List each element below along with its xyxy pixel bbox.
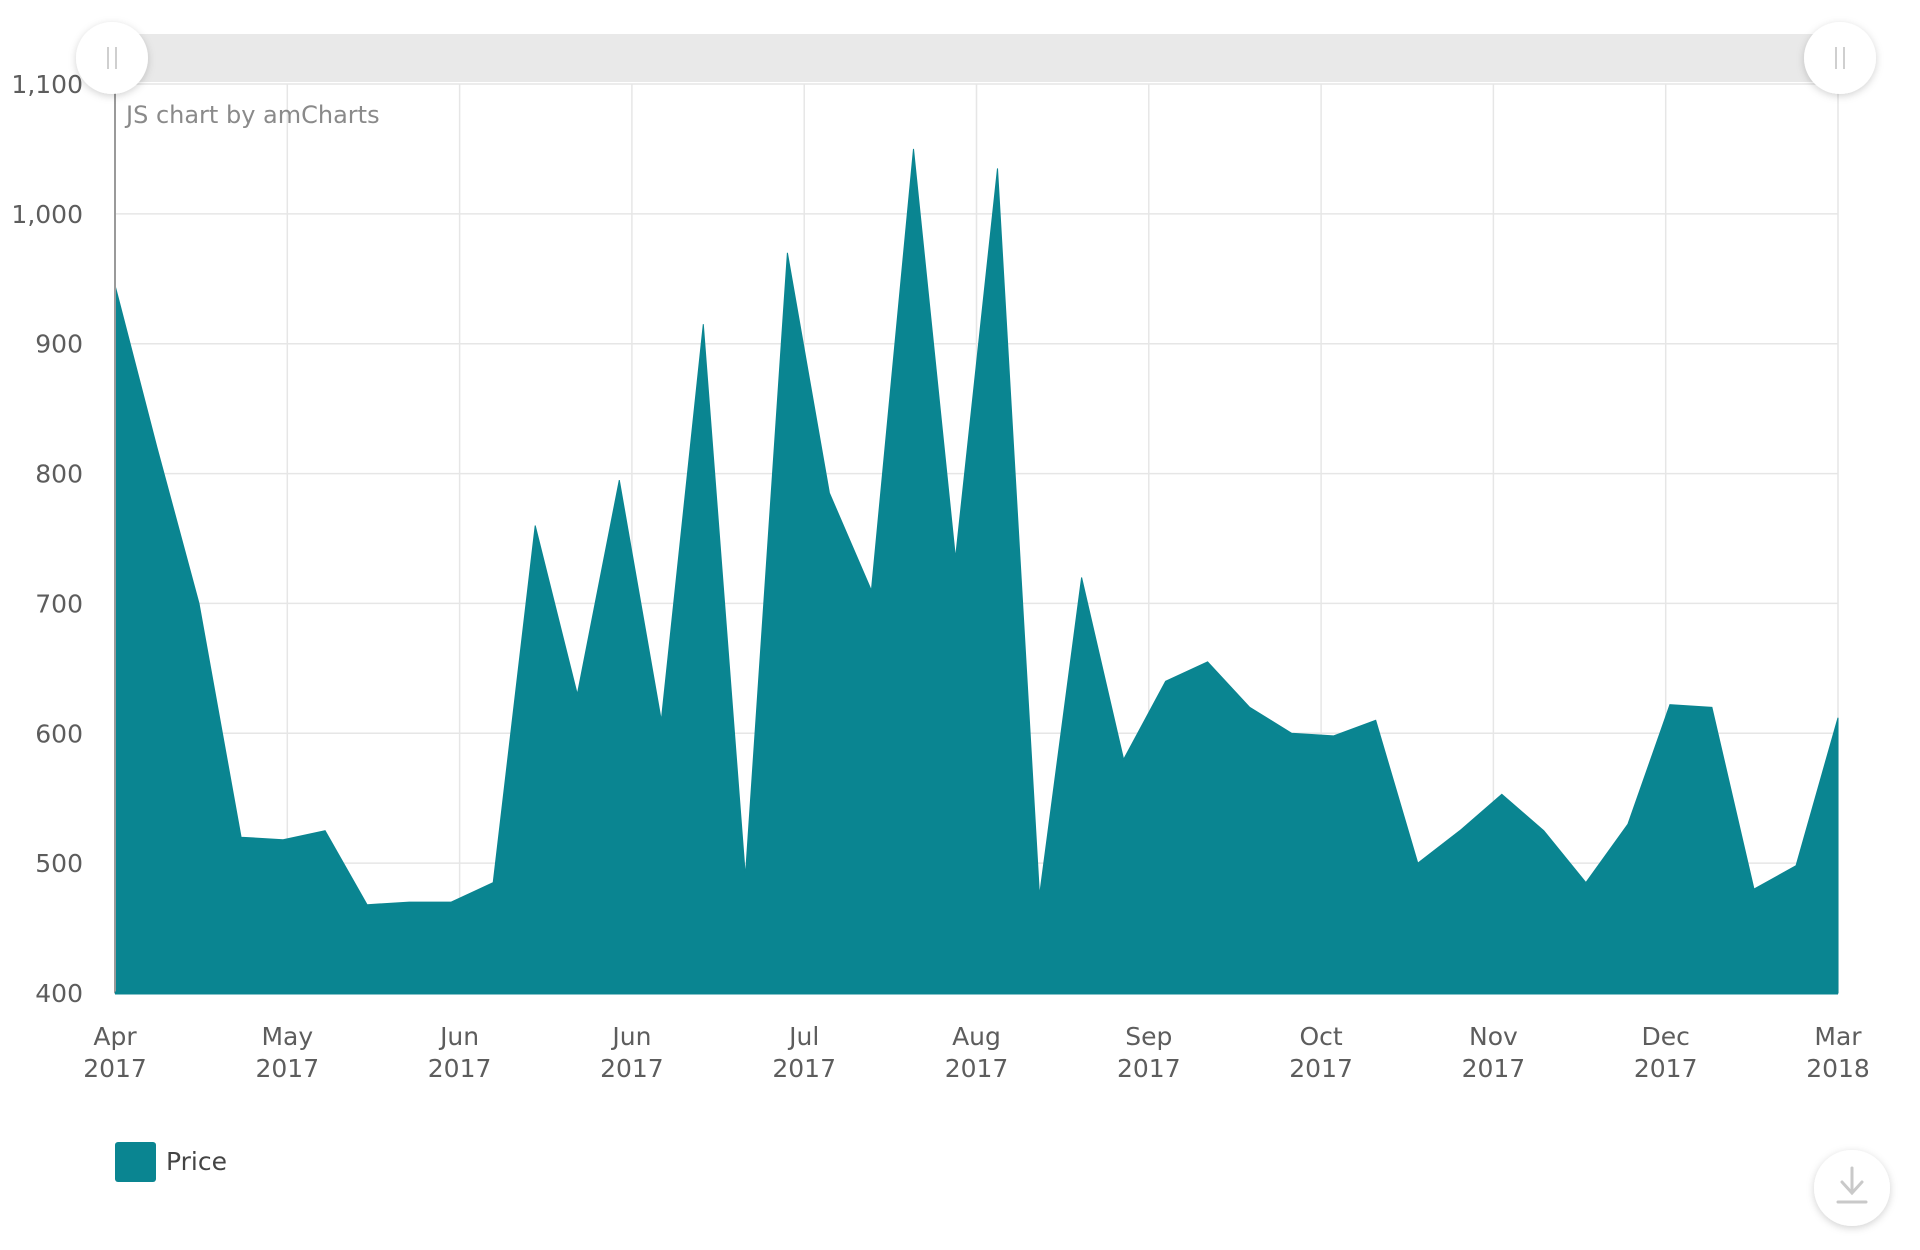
data-point[interactable]	[489, 879, 497, 887]
x-tick-label-year: 2017	[600, 1054, 664, 1083]
data-point[interactable]	[951, 554, 959, 562]
data-point[interactable]	[1162, 677, 1170, 685]
data-point[interactable]	[279, 836, 287, 844]
chart-credit[interactable]: JS chart by amCharts	[124, 101, 380, 129]
data-point[interactable]	[1708, 703, 1716, 711]
data-point[interactable]	[1834, 714, 1842, 722]
data-point[interactable]	[615, 476, 623, 484]
y-tick-label: 1,100	[11, 70, 83, 99]
scrollbar-track[interactable]	[112, 34, 1842, 82]
x-tick-label-month: Dec	[1642, 1022, 1690, 1051]
x-tick-label-year: 2017	[255, 1054, 319, 1083]
x-tick-label-year: 2017	[1117, 1054, 1181, 1083]
data-point[interactable]	[1078, 573, 1086, 581]
data-point[interactable]	[531, 522, 539, 530]
data-point[interactable]	[1624, 820, 1632, 828]
data-point[interactable]	[1372, 716, 1380, 724]
x-tick-label-month: Jul	[787, 1022, 819, 1051]
x-tick-label-year: 2017	[1634, 1054, 1698, 1083]
scrollbar[interactable]	[76, 22, 1876, 94]
y-tick-label: 1,000	[11, 200, 83, 229]
x-tick-label-year: 2017	[83, 1054, 147, 1083]
y-axis-ticks: 400 500 600 700 800 900 1,000 1,100	[11, 70, 83, 1008]
y-tick-label: 600	[35, 719, 83, 748]
data-point[interactable]	[1540, 827, 1548, 835]
data-point[interactable]	[699, 320, 707, 328]
data-point[interactable]	[825, 489, 833, 497]
x-tick-label-year: 2017	[945, 1054, 1009, 1083]
x-tick-label-month: May	[261, 1022, 313, 1051]
x-tick-label-year: 2017	[1462, 1054, 1526, 1083]
data-point[interactable]	[1750, 885, 1758, 893]
series-area-price[interactable]	[114, 148, 1839, 994]
data-point[interactable]	[994, 164, 1002, 172]
y-tick-label: 700	[35, 589, 83, 618]
grip-icon[interactable]	[76, 22, 148, 94]
x-tick-label-month: Jun	[438, 1022, 479, 1051]
x-tick-label-year: 2017	[428, 1054, 492, 1083]
data-point[interactable]	[237, 833, 245, 841]
data-point[interactable]	[153, 444, 161, 452]
scrollbar-right-grip[interactable]	[1804, 22, 1876, 94]
data-point[interactable]	[1456, 827, 1464, 835]
y-tick-label: 900	[35, 330, 83, 359]
data-point[interactable]	[321, 827, 329, 835]
legend-marker[interactable]	[115, 1142, 156, 1182]
x-tick-label-month: Nov	[1469, 1022, 1518, 1051]
y-tick-label: 800	[35, 460, 83, 489]
download-button[interactable]	[1814, 1150, 1890, 1226]
x-tick-label-month: Mar	[1814, 1022, 1862, 1051]
data-point[interactable]	[1288, 729, 1296, 737]
data-point[interactable]	[909, 145, 917, 153]
data-point[interactable]	[1666, 701, 1674, 709]
data-point[interactable]	[1204, 658, 1212, 666]
data-point[interactable]	[1246, 703, 1254, 711]
grip-icon[interactable]	[1804, 22, 1876, 94]
y-tick-label: 400	[35, 979, 83, 1008]
download-icon	[1836, 1166, 1868, 1204]
data-point[interactable]	[1414, 859, 1422, 867]
x-tick-label-month: Jun	[610, 1022, 651, 1051]
legend[interactable]: Price	[115, 1142, 227, 1182]
x-tick-label-month: Aug	[952, 1022, 1001, 1051]
scrollbar-left-grip[interactable]	[76, 22, 148, 94]
y-tick-label: 500	[35, 849, 83, 878]
data-point[interactable]	[363, 901, 371, 909]
data-point[interactable]	[573, 690, 581, 698]
data-point[interactable]	[783, 249, 791, 257]
x-tick-label-year: 2017	[772, 1054, 836, 1083]
legend-label[interactable]: Price	[166, 1147, 227, 1176]
x-tick-label-year: 2017	[1289, 1054, 1353, 1083]
data-point[interactable]	[405, 898, 413, 906]
data-point[interactable]	[657, 716, 665, 724]
data-point[interactable]	[447, 898, 455, 906]
x-tick-label-month: Apr	[93, 1022, 137, 1051]
x-tick-label-month: Oct	[1299, 1022, 1342, 1051]
data-point[interactable]	[1330, 732, 1338, 740]
x-tick-label-year: 2018	[1806, 1054, 1870, 1083]
data-point[interactable]	[1792, 862, 1800, 870]
x-tick-label-month: Sep	[1125, 1022, 1172, 1051]
data-point[interactable]	[741, 872, 749, 880]
data-point[interactable]	[195, 599, 203, 607]
data-point[interactable]	[1036, 892, 1044, 900]
x-axis-ticks: Apr 2017 May 2017 Jun 2017 Jun 2017 Jul 2017 Aug 20…	[83, 1022, 1870, 1083]
data-point[interactable]	[1120, 755, 1128, 763]
data-point[interactable]	[1498, 790, 1506, 798]
series-layer	[114, 145, 1842, 994]
data-point[interactable]	[867, 586, 875, 594]
data-point[interactable]	[1582, 879, 1590, 887]
